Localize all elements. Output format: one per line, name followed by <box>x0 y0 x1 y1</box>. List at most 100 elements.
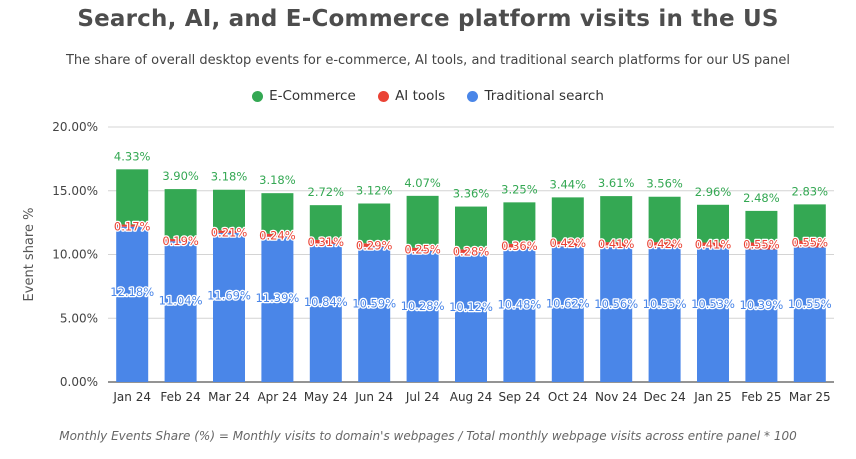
bar-ai-tools <box>648 242 681 248</box>
bar-ecommerce <box>793 204 826 241</box>
data-label-traditional-search: 10.48% <box>497 298 541 312</box>
data-label-traditional-search: 10.84% <box>304 295 348 309</box>
x-tick-label: Jan 25 <box>693 390 732 404</box>
bar-traditional-search <box>116 226 149 382</box>
bar-traditional-search <box>793 247 826 382</box>
legend-dot-ecommerce <box>252 90 264 102</box>
y-axis-title: Event share % <box>22 208 37 302</box>
bar-ecommerce <box>116 169 149 225</box>
bar-ai-tools <box>697 242 729 248</box>
bar-traditional-search <box>648 247 681 382</box>
chart-footnote: Monthly Events Share (%) = Monthly visit… <box>59 429 797 443</box>
x-tick-label: Jun 24 <box>354 390 393 404</box>
bar-traditional-search <box>503 248 536 382</box>
data-label-ecommerce: 3.18% <box>259 173 296 187</box>
x-tick-label: Mar 24 <box>208 390 250 404</box>
y-tick-label: 20.00% <box>52 120 98 134</box>
bar-ai-tools <box>551 241 584 247</box>
bar-ecommerce <box>745 210 778 243</box>
x-tick-label: Oct 24 <box>548 390 588 404</box>
bar-ai-tools <box>309 239 342 244</box>
bar-ecommerce <box>455 206 487 250</box>
chart-subtitle: The share of overall desktop events for … <box>65 53 791 68</box>
bar-traditional-search <box>697 247 729 382</box>
data-label-ecommerce: 3.61% <box>598 176 635 190</box>
data-label-ai-tools: 0.29% <box>356 238 393 252</box>
data-label-traditional-search: 10.55% <box>643 297 687 311</box>
data-label-ai-tools: 0.36% <box>501 239 538 253</box>
bar-ai-tools <box>164 238 197 242</box>
bar-ecommerce <box>213 189 245 231</box>
chart-title: Search, AI, and E-Commerce platform visi… <box>77 6 779 32</box>
bar-ecommerce <box>261 193 294 234</box>
bar-ecommerce <box>648 196 681 243</box>
chart-legend: E-Commerce AI tools Traditional search <box>0 88 856 106</box>
bar-traditional-search <box>600 247 633 382</box>
legend-item-ai-tools[interactable]: AI tools <box>378 88 445 104</box>
x-tick-label: Nov 24 <box>595 390 638 404</box>
data-label-traditional-search: 10.12% <box>449 300 493 314</box>
bar-ai-tools <box>455 249 487 253</box>
data-label-ai-tools: 0.25% <box>404 243 441 257</box>
bar-ecommerce <box>503 202 536 244</box>
bar-traditional-search <box>455 252 487 382</box>
data-label-traditional-search: 10.55% <box>788 297 832 311</box>
bar-traditional-search <box>309 243 342 382</box>
y-tick-label: 10.00% <box>52 248 98 262</box>
x-tick-label: May 24 <box>304 390 348 404</box>
data-label-ecommerce: 2.96% <box>695 185 732 199</box>
data-label-ecommerce: 3.56% <box>646 177 683 191</box>
data-label-ai-tools: 0.42% <box>646 237 683 251</box>
legend-label-ai-tools: AI tools <box>395 88 446 104</box>
x-tick-label: Feb 24 <box>160 390 200 404</box>
bar-ecommerce <box>697 204 729 243</box>
y-tick-label: 15.00% <box>52 184 98 198</box>
data-label-traditional-search: 11.04% <box>159 293 203 307</box>
bar-ai-tools <box>503 243 536 249</box>
bar-ecommerce <box>406 195 439 248</box>
data-label-ecommerce: 2.72% <box>308 185 345 199</box>
bar-ai-tools <box>261 233 294 237</box>
legend-dot-ai-tools <box>378 90 390 102</box>
bar-ecommerce <box>551 197 584 242</box>
bar-ecommerce <box>309 205 342 240</box>
data-label-ai-tools: 0.24% <box>259 229 296 243</box>
data-label-ai-tools: 0.55% <box>743 238 780 252</box>
data-label-ecommerce: 4.07% <box>404 176 441 190</box>
data-label-traditional-search: 11.39% <box>255 291 299 305</box>
data-label-traditional-search: 10.39% <box>739 298 783 312</box>
x-tick-label: Dec 24 <box>643 390 685 404</box>
data-label-ecommerce: 2.83% <box>792 184 829 198</box>
data-label-traditional-search: 10.59% <box>352 297 396 311</box>
data-label-ecommerce: 2.48% <box>743 191 780 205</box>
y-tick-label: 5.00% <box>60 311 98 325</box>
bar-ai-tools <box>358 243 391 247</box>
legend-label-ecommerce: E-Commerce <box>269 88 356 104</box>
data-label-traditional-search: 10.56% <box>594 297 638 311</box>
data-label-ai-tools: 0.21% <box>211 225 248 239</box>
legend-item-ecommerce[interactable]: E-Commerce <box>252 88 356 104</box>
x-tick-label: Jan 24 <box>112 390 151 404</box>
bar-ai-tools <box>213 230 245 233</box>
legend-item-traditional-search[interactable]: Traditional search <box>467 88 604 104</box>
data-label-traditional-search: 11.69% <box>207 289 251 303</box>
bar-ecommerce <box>164 189 197 239</box>
bar-traditional-search <box>551 246 584 382</box>
data-label-ecommerce: 3.12% <box>356 184 393 198</box>
y-tick-label: 0.00% <box>60 375 98 389</box>
data-label-ai-tools: 0.28% <box>453 244 490 258</box>
bar-traditional-search <box>745 249 778 382</box>
bar-ai-tools <box>745 242 778 250</box>
data-label-ecommerce: 3.44% <box>550 177 587 191</box>
data-label-ai-tools: 0.31% <box>308 235 345 249</box>
data-label-traditional-search: 10.62% <box>546 296 590 310</box>
x-tick-label: Jul 24 <box>405 390 440 404</box>
legend-label-traditional-search: Traditional search <box>484 88 604 104</box>
data-label-ai-tools: 0.41% <box>695 238 732 252</box>
bar-traditional-search <box>406 250 439 382</box>
bar-ecommerce <box>358 203 391 244</box>
data-label-traditional-search: 10.53% <box>691 297 735 311</box>
data-label-ai-tools: 0.41% <box>598 237 635 251</box>
x-tick-label: Apr 24 <box>257 390 297 404</box>
